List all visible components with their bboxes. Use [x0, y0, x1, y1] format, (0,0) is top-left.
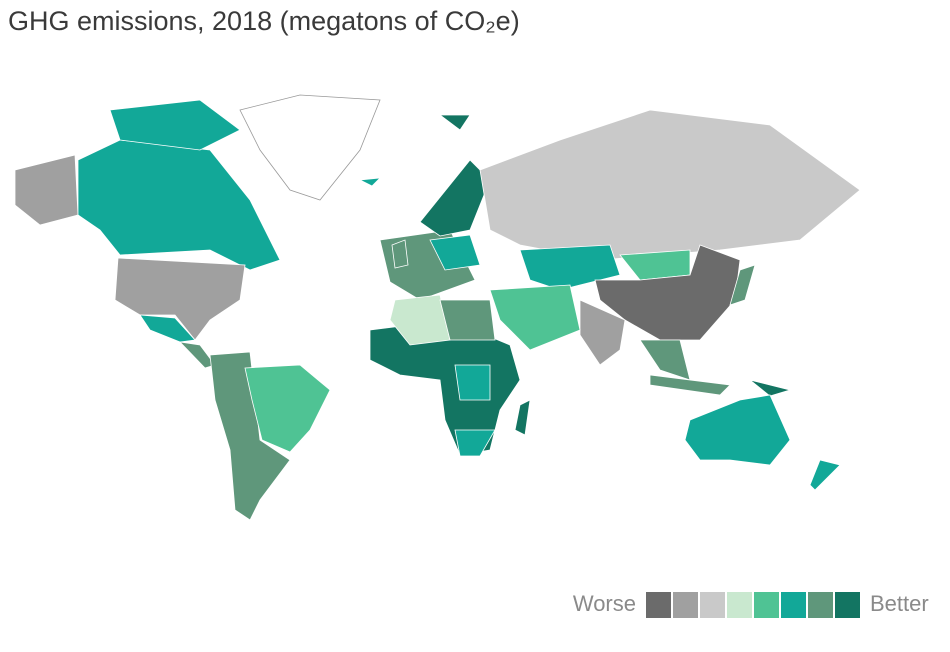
legend-swatch — [754, 592, 779, 618]
country-region — [479, 109, 861, 261]
legend-high-label: Better — [870, 591, 929, 616]
country-region — [684, 394, 791, 466]
country-region — [619, 249, 691, 281]
country-region — [389, 294, 451, 346]
country-region — [514, 399, 531, 436]
country-region — [809, 459, 841, 491]
country-region — [244, 364, 331, 453]
legend-swatch — [808, 592, 833, 618]
country-region — [358, 177, 382, 187]
legend-swatch — [781, 592, 806, 618]
legend-swatch — [727, 592, 752, 618]
legend-low-label: Worse — [573, 591, 636, 616]
legend-swatch — [835, 592, 860, 618]
country-region — [109, 99, 241, 151]
country-region — [139, 314, 196, 343]
country-region — [419, 159, 491, 237]
country-region — [77, 139, 281, 271]
country-region — [649, 374, 731, 396]
map-title: GHG emissions, 2018 (megatons of CO₂e) — [8, 6, 520, 36]
country-region — [14, 154, 79, 226]
legend-swatch — [700, 592, 725, 618]
country-region — [239, 94, 381, 201]
country-region — [639, 339, 691, 381]
country-region — [438, 114, 471, 131]
legend-swatch — [673, 592, 698, 618]
country-region — [519, 244, 621, 291]
legend-swatch — [646, 592, 671, 618]
country-region — [429, 234, 481, 271]
country-region — [729, 264, 756, 306]
country-region — [489, 284, 581, 351]
country-region — [391, 239, 409, 269]
legend-scale — [646, 592, 860, 618]
country-region — [439, 299, 496, 341]
country-region — [749, 379, 792, 397]
country-region — [454, 364, 491, 401]
country-region — [454, 429, 496, 457]
world-map — [14, 94, 861, 521]
